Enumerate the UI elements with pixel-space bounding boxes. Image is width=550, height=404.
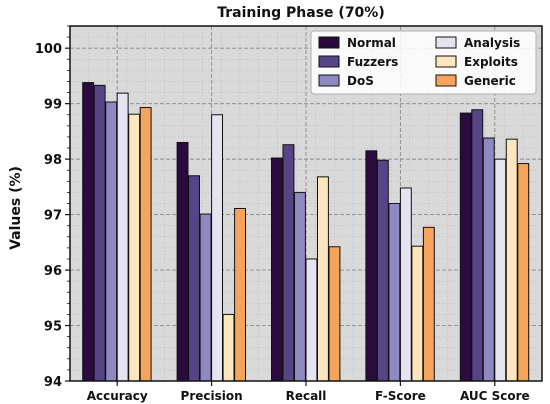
bar xyxy=(199,213,212,382)
bar xyxy=(471,109,484,382)
bar xyxy=(139,107,152,382)
bar xyxy=(222,313,235,382)
legend-label: Exploits xyxy=(464,55,518,69)
y-tick-label: 99 xyxy=(44,98,62,113)
x-tick-label: F-Score xyxy=(375,389,426,403)
y-tick-label: 98 xyxy=(44,153,62,168)
legend: Normal Fuzzers DoS Analysis Exploits Generic xyxy=(310,30,537,95)
bar xyxy=(176,141,189,382)
y-tick-label: 100 xyxy=(35,42,62,57)
legend-swatch xyxy=(318,55,340,68)
bar xyxy=(494,158,507,382)
y-tick-label: 94 xyxy=(44,375,62,390)
legend-swatch xyxy=(435,36,457,49)
legend-swatch xyxy=(318,36,340,49)
legend-label: DoS xyxy=(347,74,374,88)
legend-swatch xyxy=(318,74,340,87)
legend-label: Generic xyxy=(464,74,516,88)
bar xyxy=(482,137,495,382)
bar xyxy=(93,84,106,382)
bar xyxy=(294,191,306,382)
x-tick-label: AUC Score xyxy=(460,389,530,403)
bar xyxy=(459,112,472,382)
bar xyxy=(411,245,424,382)
bar xyxy=(399,187,412,382)
legend-label: Normal xyxy=(347,36,396,50)
legend-label: Fuzzers xyxy=(347,55,398,69)
x-tick-label: Accuracy xyxy=(87,389,148,403)
bar xyxy=(105,101,118,382)
x-axis: Accuracy Precision Recall F-Score AUC Score xyxy=(87,381,530,403)
y-axis: 94 95 96 97 98 99 100 xyxy=(35,25,70,390)
y-axis-label: Values (%) xyxy=(8,166,24,250)
legend-label: Analysis xyxy=(464,36,520,50)
bar xyxy=(305,258,318,382)
y-tick-label: 95 xyxy=(44,320,62,335)
bar xyxy=(128,113,141,382)
legend-box xyxy=(310,30,537,95)
y-tick-label: 96 xyxy=(44,264,62,279)
legend-swatch xyxy=(435,74,457,87)
bar xyxy=(271,157,283,382)
bar xyxy=(282,144,295,382)
bar xyxy=(234,207,247,382)
bar xyxy=(517,163,530,382)
y-tick-label: 97 xyxy=(44,209,62,224)
x-tick-label: Recall xyxy=(286,389,327,403)
bar xyxy=(365,150,378,382)
bar xyxy=(376,159,389,382)
x-tick-label: Precision xyxy=(181,389,243,403)
bar xyxy=(505,138,518,382)
bar xyxy=(188,175,201,382)
bars-layer xyxy=(82,82,530,382)
chart-title: Training Phase (70%) xyxy=(217,5,384,21)
bar xyxy=(82,82,95,382)
legend-swatch xyxy=(435,55,457,68)
bar xyxy=(388,203,401,382)
bar xyxy=(211,114,224,382)
bar xyxy=(328,246,341,382)
bar xyxy=(317,176,329,382)
bar xyxy=(116,92,129,382)
bar xyxy=(422,226,435,382)
